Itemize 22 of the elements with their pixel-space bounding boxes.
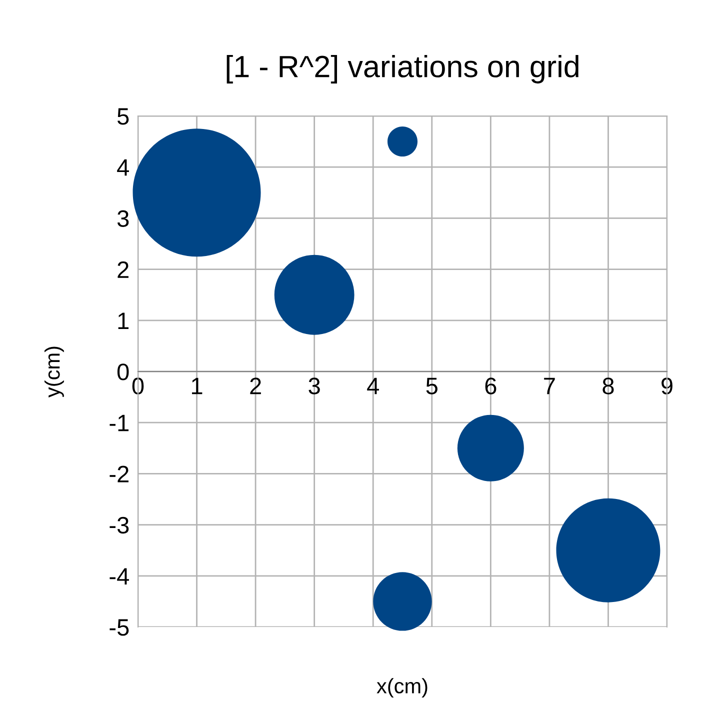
x-tick-label: 3 <box>308 378 320 394</box>
y-tick-label: -4 <box>110 568 129 584</box>
y-tick-label: 1 <box>118 312 129 329</box>
y-tick-label: 0 <box>117 364 129 380</box>
x-tick-label: 2 <box>250 378 261 394</box>
x-tick-label: 1 <box>192 378 202 394</box>
y-tick-label: -3 <box>110 516 129 534</box>
y-tick-label: 2 <box>118 261 128 278</box>
chart-title: [1 - R^2] variations on grid <box>226 54 578 84</box>
x-tick-label: 5 <box>426 378 438 394</box>
y-axis-title: y(cm) <box>44 346 64 398</box>
y-tick-label: -5 <box>110 619 129 636</box>
x-tick-label: 7 <box>544 378 555 394</box>
y-tick-label: -1 <box>110 414 129 432</box>
x-tick-label: 6 <box>485 378 496 394</box>
x-tick-label: 8 <box>602 378 614 394</box>
y-tick-label: 4 <box>117 159 129 176</box>
x-axis-title: x(cm) <box>376 678 428 698</box>
x-tick-label: 4 <box>367 378 379 394</box>
y-tick-label: 5 <box>117 108 129 125</box>
y-tick-label: -2 <box>110 466 128 482</box>
y-tick-label: 3 <box>117 210 129 227</box>
